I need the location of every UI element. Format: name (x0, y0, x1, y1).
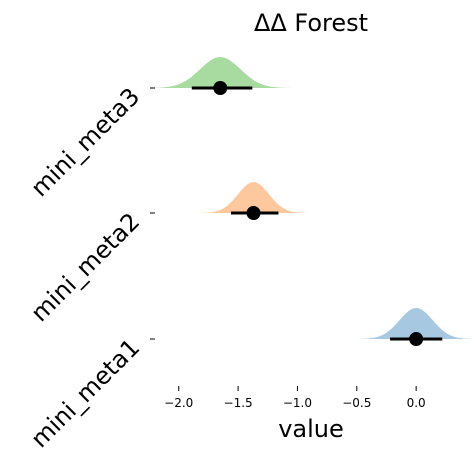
plot-area (155, 57, 472, 346)
x-tick-label: 0.0 (407, 396, 426, 410)
y-tick-label-mini_meta1: mini_meta1 (25, 333, 145, 453)
x-tick-label: −1.5 (224, 396, 253, 410)
x-axis-label: value (278, 415, 344, 443)
y-tick-label-mini_meta2: mini_meta2 (25, 207, 145, 327)
x-axis: −2.0 −1.5 −1.0 −0.5 0.0 (164, 386, 426, 410)
estimate-point-mini_meta3 (213, 81, 227, 95)
x-tick-label: −1.0 (283, 396, 312, 410)
y-tick-label-mini_meta3: mini_meta3 (25, 82, 145, 202)
estimate-point-mini_meta1 (409, 332, 423, 346)
x-tick-label: −0.5 (342, 396, 371, 410)
x-tick-label: −2.0 (164, 396, 193, 410)
chart-title: ΔΔ Forest (254, 9, 368, 37)
estimate-point-mini_meta2 (247, 206, 261, 220)
